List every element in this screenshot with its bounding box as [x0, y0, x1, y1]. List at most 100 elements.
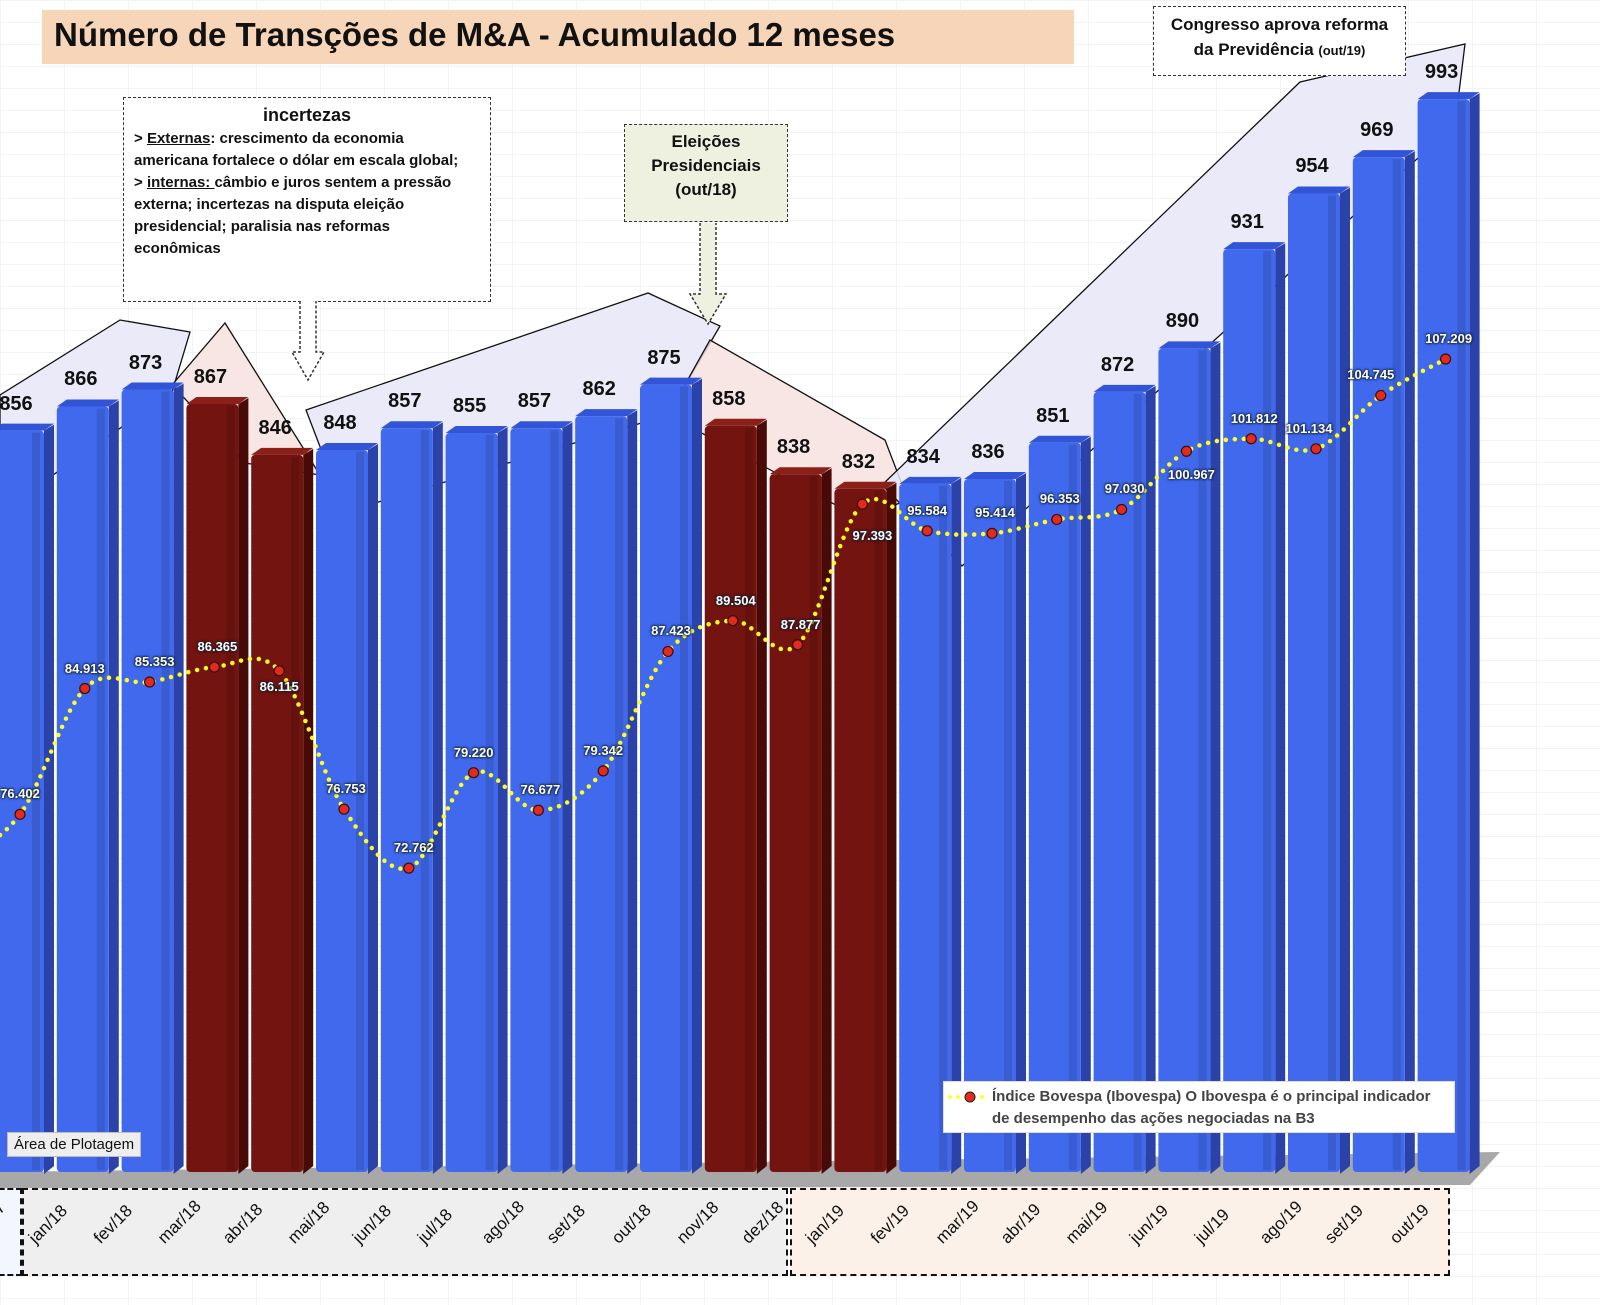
bar-top [1028, 435, 1091, 443]
bar-front [899, 483, 952, 1172]
ibovespa-marker[interactable] [1180, 445, 1193, 457]
ibovespa-marker[interactable] [791, 639, 804, 651]
bar-top [251, 447, 314, 455]
bar-front [704, 425, 757, 1172]
bar[interactable] [834, 481, 897, 1175]
ibovespa-marker[interactable] [403, 862, 415, 874]
ibovespa-value-label: 76.402 [0, 786, 40, 802]
ibovespa-marker[interactable] [1245, 433, 1257, 445]
ibovespa-marker[interactable] [14, 808, 26, 820]
ibovespa-marker[interactable] [338, 803, 350, 815]
bar[interactable] [186, 397, 249, 1174]
bar-front [640, 384, 692, 1172]
bar-front [445, 433, 498, 1172]
ibovespa-marker[interactable] [79, 682, 91, 695]
ibovespa-value-label: 76.753 [326, 781, 366, 797]
bar[interactable] [899, 476, 962, 1174]
ibovespa-marker[interactable] [1310, 443, 1322, 455]
xaxis-group-2018 [22, 1188, 788, 1276]
bar[interactable] [510, 421, 573, 1175]
chart-title: Número de Transções de M&A - Acumulado 1… [54, 16, 896, 53]
bar[interactable] [640, 377, 702, 1174]
bar[interactable] [1223, 242, 1286, 1174]
ibovespa-marker[interactable] [532, 804, 545, 816]
bar-front [0, 430, 44, 1172]
bar-shade [32, 432, 40, 1170]
annotation-line: da Previdência [1193, 40, 1314, 59]
ibovespa-marker[interactable] [856, 498, 869, 510]
bar[interactable] [575, 409, 638, 1174]
bar[interactable] [445, 426, 508, 1174]
bar[interactable] [769, 467, 832, 1174]
bar-value-label: 875 [647, 346, 681, 369]
bar-top [1288, 186, 1350, 194]
bar-shade [1133, 393, 1142, 1170]
ibovespa-value-label: 97.393 [852, 528, 893, 544]
ibovespa-marker[interactable] [1375, 389, 1387, 402]
bar-front [380, 428, 433, 1173]
ibovespa-value-label: 95.584 [907, 502, 948, 518]
ibovespa-marker[interactable] [986, 527, 998, 539]
bar[interactable] [704, 418, 767, 1174]
bar-value-label: 890 [1165, 310, 1200, 333]
bar[interactable] [380, 421, 443, 1175]
chart-title-box: Número de Transções de M&A - Acumulado 1… [42, 10, 1074, 64]
bar-shade [550, 430, 559, 1171]
ibovespa-marker[interactable] [921, 525, 933, 537]
legend-marker-icon [948, 1091, 992, 1103]
bar-front [186, 404, 239, 1172]
bullet: > [134, 174, 147, 191]
bar[interactable] [251, 447, 314, 1175]
ibovespa-marker[interactable] [1051, 513, 1063, 526]
bar-value-label: 832 [841, 450, 876, 473]
bar-front [1028, 442, 1081, 1172]
ibovespa-marker[interactable] [727, 615, 739, 627]
ibovespa-value-label: 104.745 [1347, 367, 1395, 383]
ibovespa-marker[interactable] [662, 645, 674, 658]
bar-side [173, 383, 184, 1174]
bar[interactable] [56, 399, 119, 1174]
bar-front [1352, 157, 1405, 1172]
bar[interactable] [1417, 92, 1480, 1175]
annotation-incertezas[interactable]: incertezas > Externas: crescimento da ec… [123, 97, 491, 302]
bar-value-label: 848 [323, 412, 357, 434]
ibovespa-marker[interactable] [468, 767, 480, 779]
bar-shade [356, 452, 364, 1170]
bar-side [951, 477, 962, 1174]
bar-front [121, 389, 174, 1172]
ibovespa-marker[interactable] [208, 661, 220, 673]
bar[interactable] [1158, 341, 1221, 1174]
annotation-eleicoes[interactable]: Eleições Presidenciais (out/18) [624, 124, 788, 222]
bar-side [627, 410, 638, 1174]
bar-top [1158, 341, 1221, 349]
ibovespa-marker[interactable] [273, 665, 285, 677]
bar[interactable] [1288, 186, 1350, 1175]
bar-top [56, 399, 119, 407]
bar-shade [485, 435, 494, 1170]
bar[interactable] [1093, 384, 1156, 1174]
bar[interactable] [964, 472, 1026, 1174]
bar[interactable] [121, 382, 184, 1175]
bar-front [1158, 348, 1211, 1172]
legend-text-line1: Índice Bovespa (Ibovespa) O Ibovespa é o… [992, 1088, 1431, 1105]
ibovespa-marker[interactable] [1115, 503, 1128, 516]
bar-value-label: 872 [1100, 353, 1135, 376]
bar[interactable] [1352, 150, 1415, 1174]
bar-front [834, 488, 887, 1173]
bar-series [0, 92, 1480, 1175]
ibovespa-marker[interactable] [1439, 353, 1452, 365]
ibovespa-value-label: 85.353 [134, 654, 175, 670]
ibovespa-marker[interactable] [597, 765, 609, 777]
bar-shade [1198, 350, 1207, 1170]
xaxis-group-2019 [790, 1188, 1450, 1276]
bar[interactable] [0, 423, 54, 1174]
bar-side [1145, 385, 1156, 1174]
bar-value-label: 969 [1360, 119, 1394, 142]
chart-legend[interactable]: Índice Bovespa (Ibovespa) O Ibovespa é o… [943, 1081, 1455, 1133]
bar[interactable] [1028, 435, 1091, 1174]
annotation-congresso[interactable]: Congresso aprova reforma da Previdência … [1153, 6, 1406, 76]
ibovespa-value-label: 87.423 [651, 623, 691, 639]
xaxis-group-2017 [0, 1188, 22, 1276]
ibovespa-marker[interactable] [144, 676, 156, 688]
